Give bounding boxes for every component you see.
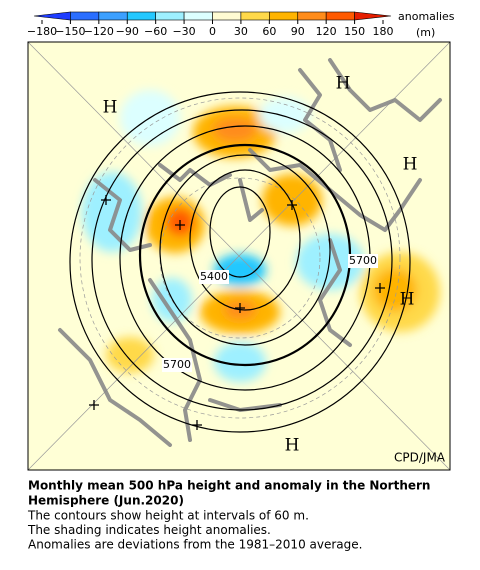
map-frame [27,41,451,471]
caption-line: Anomalies are deviations from the 1981–2… [28,538,362,552]
colorbar-segment [126,11,156,21]
colorbar-segment [98,11,128,21]
caption-line: The contours show height at intervals of… [27,509,309,523]
colorbar-tick-label: 60 [262,25,276,38]
colorbar-title: anomalies [398,10,455,23]
caption-line: The shading indicates height anomalies. [27,523,271,537]
high-label: H [285,436,300,456]
colorbar-segment [70,11,100,21]
colorbar-tick-label: 90 [291,25,305,38]
colorbar-tick-label: 180 [373,25,394,38]
caption-title: Hemisphere (Jun.2020) [28,494,184,508]
colorbar-tick-label: −180 [27,25,57,38]
high-label: H [336,74,351,94]
colorbar-unit: (m) [416,26,435,39]
center-marker [235,303,245,313]
high-label: H [103,98,118,118]
contour-label-bg [162,358,192,372]
colorbar-segment [297,11,327,21]
colorbar-tick-label: 150 [344,25,365,38]
map-layer [28,42,450,470]
colorbar-segment [155,11,185,21]
caption-title: Monthly mean 500 hPa height and anomaly … [28,479,430,493]
high-label: H [403,155,418,175]
colorbar-segment [240,11,270,21]
graticule [28,42,450,470]
colorbar-tick-label: −30 [172,25,195,38]
center-marker [192,420,202,430]
colorbar-tick-label: −150 [55,25,85,38]
contour-label: 5400 [200,270,228,283]
colorbar-tick-label: −120 [84,25,114,38]
colorbar-segment [212,11,242,21]
colorbar-tick-label: 0 [209,25,216,38]
colorbar-segment [269,11,299,21]
colorbar-segment [325,11,355,21]
center-marker [101,195,111,205]
contour-label: 5700 [349,254,377,267]
high-label: H [400,290,415,310]
colorbar-tick-label: 120 [316,25,337,38]
center-marker [375,283,385,293]
colorbar-segment [33,11,71,21]
colorbar-segment [183,11,213,21]
colorbar-tick-label: −60 [144,25,167,38]
credit: CPD/JMA [394,451,446,465]
contour-label: 5700 [163,358,191,371]
contour-label-bg [199,270,229,284]
center-marker [287,200,297,210]
colorbar-segment [354,11,392,21]
colorbar-tick-label: −90 [116,25,139,38]
center-marker [175,220,185,230]
height-contours [69,91,411,433]
center-marker [89,400,99,410]
contour-label-bg [348,254,378,268]
colorbar-tick-label: 30 [234,25,248,38]
coastlines [58,58,442,447]
